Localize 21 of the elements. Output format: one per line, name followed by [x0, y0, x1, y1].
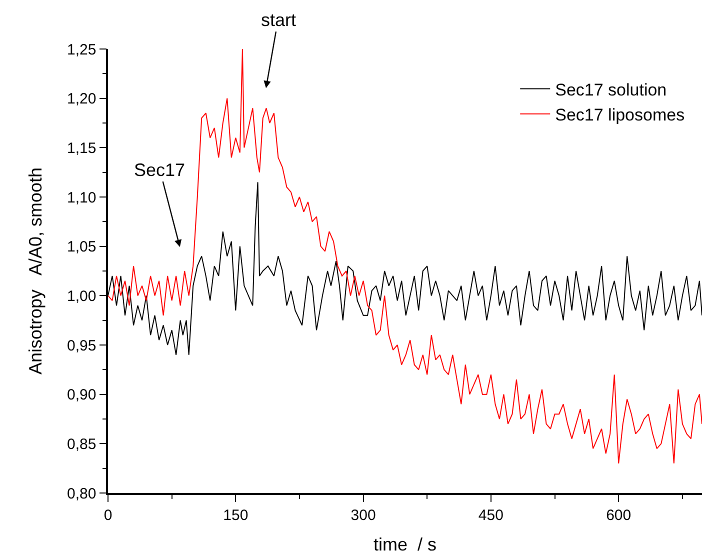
x-tick-label: 300: [350, 506, 376, 524]
y-tick-label: 0,95: [67, 337, 96, 354]
annotation: Sec17: [134, 160, 186, 180]
y-tick-label: 1,10: [67, 189, 96, 206]
x-tick-label: 600: [606, 506, 632, 524]
y-tick-label: 1,05: [67, 238, 96, 256]
legend-label: Sec17 liposomes: [555, 105, 685, 124]
y-tick-label: 1,15: [67, 140, 96, 157]
y-axis-title: Anisotropy A/A0, smooth: [26, 167, 46, 375]
y-tick-label: 0,90: [67, 386, 96, 404]
x-tick-label: 450: [478, 506, 504, 524]
text: start: [261, 10, 296, 30]
y-tick-label: 1,00: [67, 288, 96, 305]
x-tick-label: 0: [104, 506, 112, 524]
y-tick-label: 1,25: [67, 41, 96, 58]
legend-label: Sec17 solution: [555, 80, 667, 100]
y-tick-label: 0,85: [67, 436, 96, 453]
x-axis-title: time / s: [373, 534, 437, 554]
x-tick-label: 150: [223, 506, 248, 524]
y-tick-label: 1,20: [67, 90, 96, 108]
y-tick-label: 0,80: [67, 485, 96, 502]
